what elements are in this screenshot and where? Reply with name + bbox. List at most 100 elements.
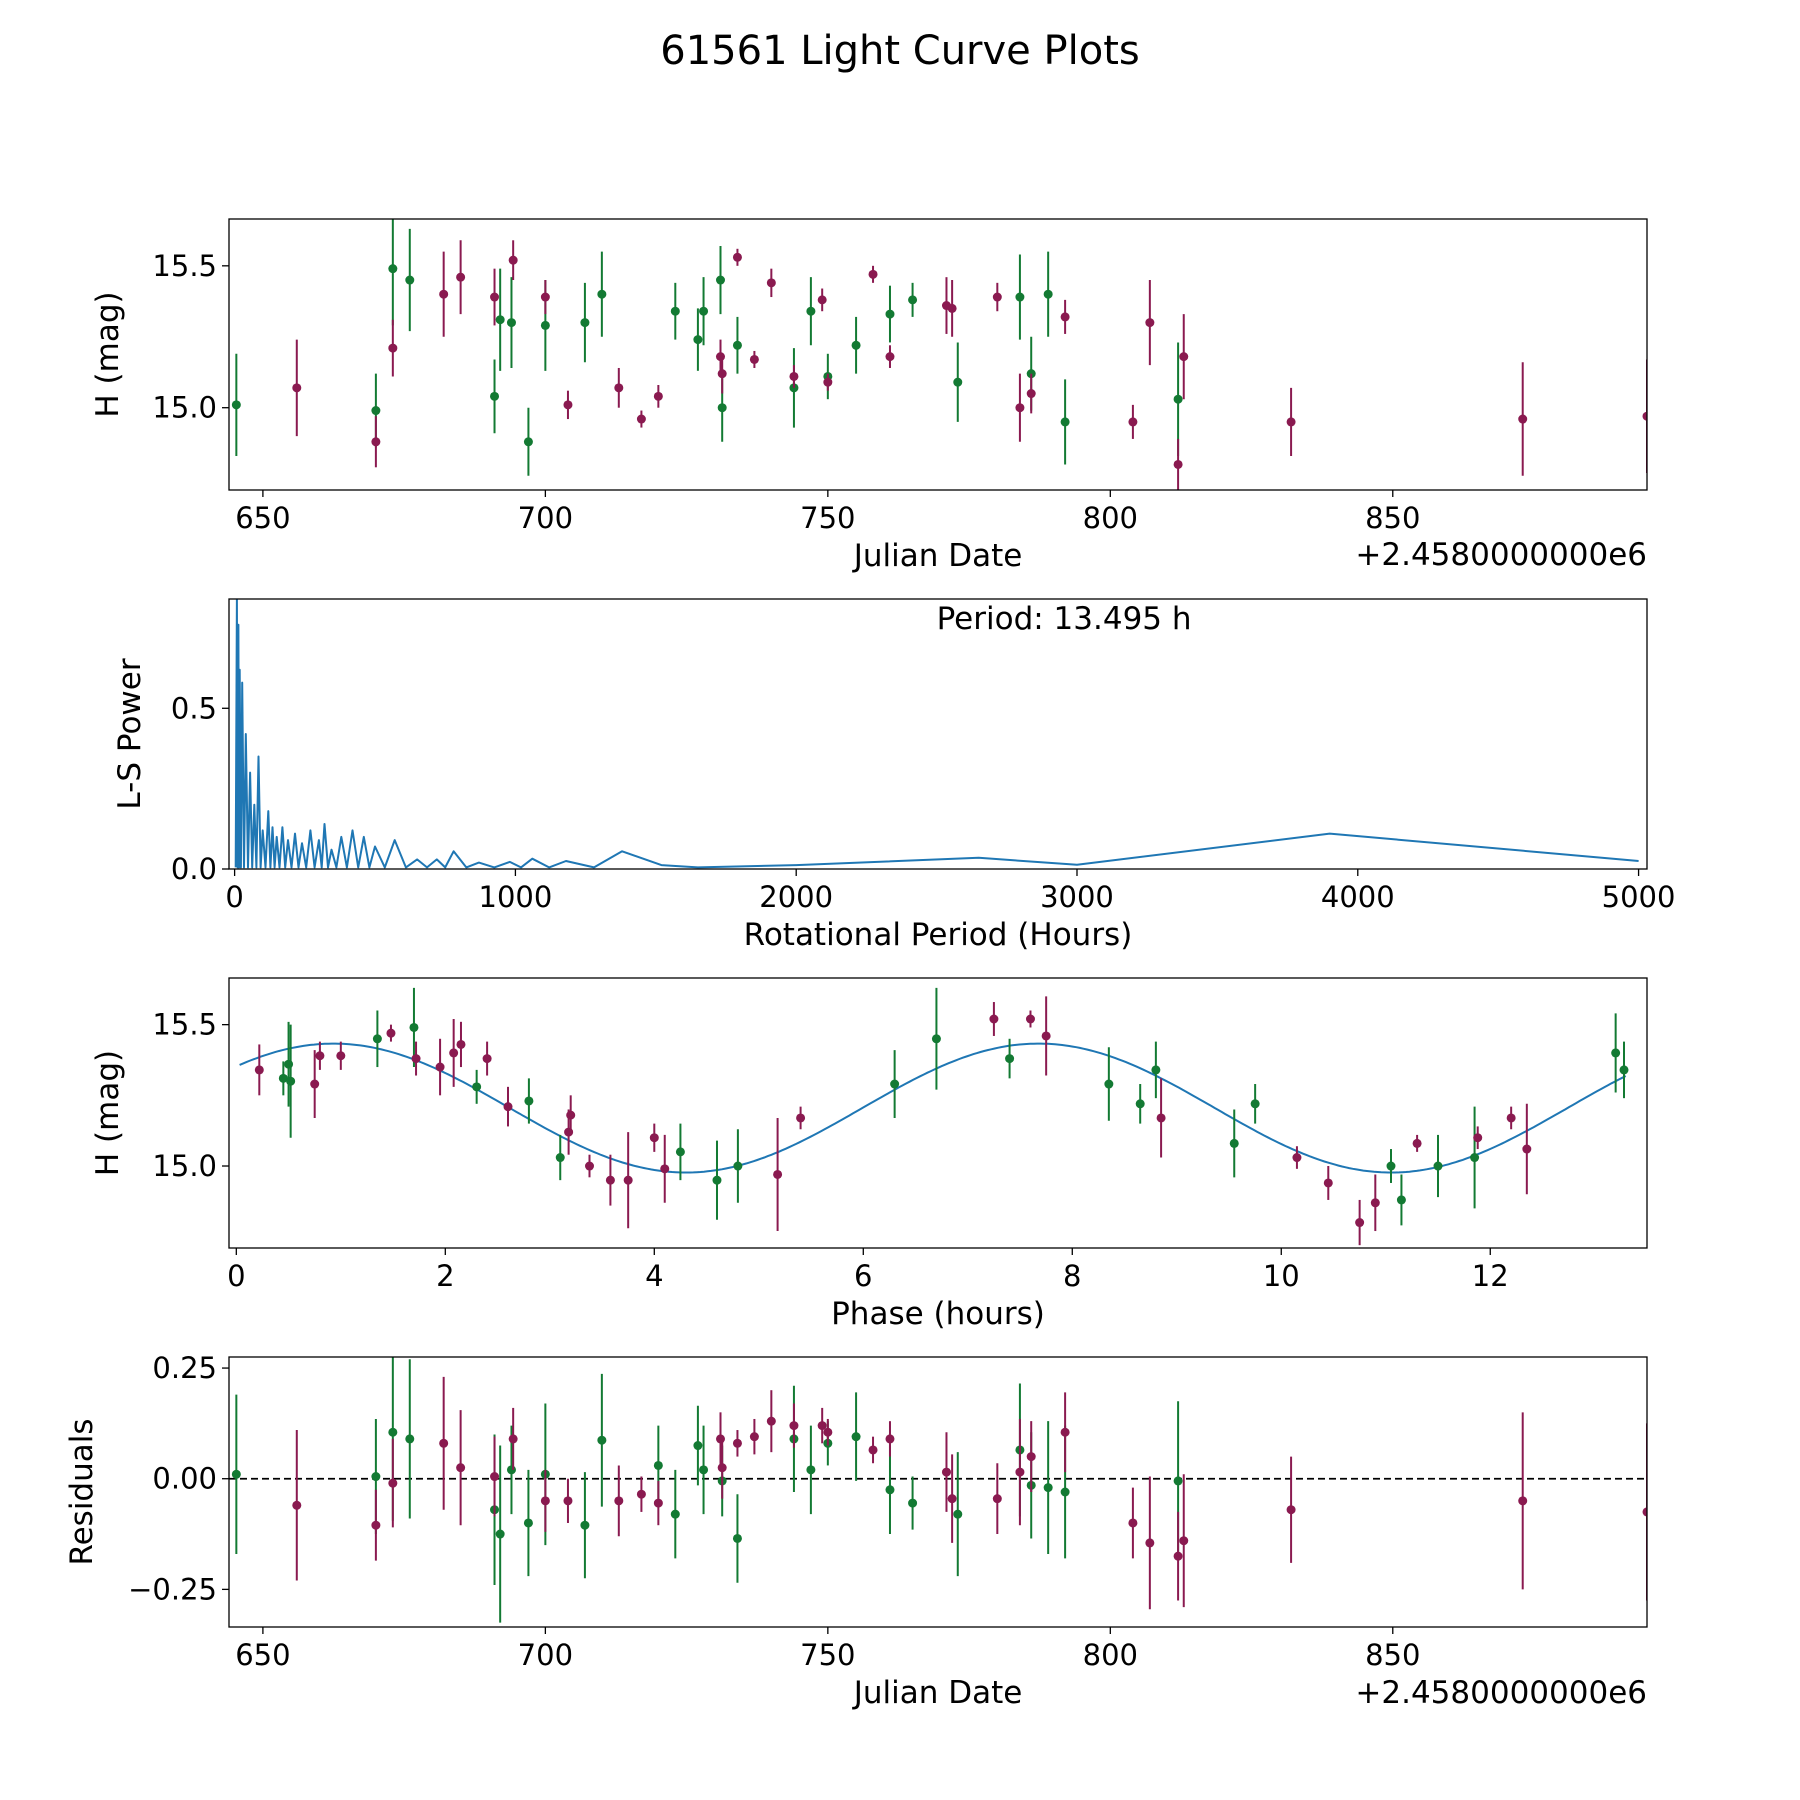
data-point <box>670 1509 680 1519</box>
data-point <box>1104 1079 1114 1089</box>
x-axis-label: Rotational Period (Hours) <box>744 917 1133 953</box>
data-point <box>231 1469 241 1479</box>
data-point <box>953 1509 963 1519</box>
data-point <box>435 1062 445 1072</box>
data-point <box>890 1079 900 1089</box>
data-point <box>490 1472 500 1482</box>
data-point <box>523 437 533 447</box>
data-point <box>614 383 624 393</box>
data-point <box>1128 1518 1138 1528</box>
data-point <box>372 1034 382 1044</box>
data-point <box>1156 1113 1166 1123</box>
data-point <box>1370 1198 1380 1208</box>
data-point <box>1005 1054 1015 1064</box>
x-tick-label: 10 <box>1263 1259 1300 1293</box>
data-point <box>388 343 398 353</box>
data-point <box>540 1496 550 1506</box>
y-tick-label: 15.5 <box>152 1008 217 1042</box>
model-curve <box>239 1042 1627 1174</box>
data-point <box>456 272 466 282</box>
data-point <box>482 1054 492 1064</box>
data-point <box>1611 1048 1621 1058</box>
data-point <box>540 292 550 302</box>
data-point <box>885 1485 895 1495</box>
data-point <box>766 278 776 288</box>
data-point <box>555 1153 565 1163</box>
data-point <box>388 1427 398 1437</box>
data-point <box>989 1014 999 1024</box>
x-tick-label: 800 <box>1083 1638 1138 1672</box>
phased-panel: 0 2 4 6 8 10 12 15.0 15.5 Phase (hours) H (mag) <box>90 977 1648 1332</box>
data-point <box>1642 411 1647 421</box>
data-point <box>766 1416 776 1426</box>
data-point <box>1025 1014 1035 1024</box>
data-point <box>1518 1496 1528 1506</box>
data-point <box>732 1438 742 1448</box>
data-point <box>823 377 833 387</box>
data-point <box>947 303 957 313</box>
x-tick-label: 4000 <box>1321 880 1395 914</box>
data-point <box>456 1463 466 1473</box>
data-point <box>371 1520 381 1530</box>
data-point <box>614 1496 624 1506</box>
data-point <box>1041 1031 1051 1041</box>
data-point <box>1060 1487 1070 1497</box>
data-point <box>371 437 381 447</box>
data-point <box>506 318 516 328</box>
data-point <box>286 1076 296 1086</box>
data-point <box>1286 1505 1296 1515</box>
y-tick-label: 0.25 <box>152 1351 217 1385</box>
data-point <box>717 1463 727 1473</box>
data-point <box>524 1096 534 1106</box>
data-point <box>868 1445 878 1455</box>
data-point <box>1355 1218 1365 1228</box>
data-point <box>292 1500 302 1510</box>
data-point <box>715 352 725 362</box>
data-point <box>1060 312 1070 322</box>
data-point <box>1151 1065 1161 1075</box>
x-tick-label: 850 <box>1365 1638 1420 1672</box>
data-point <box>789 371 799 381</box>
periodogram-axes-frame <box>228 598 1648 870</box>
x-tick-label: 6 <box>854 1259 872 1293</box>
data-point <box>495 1529 505 1539</box>
data-point <box>1135 1099 1145 1109</box>
data-point <box>449 1048 459 1058</box>
data-point <box>796 1113 806 1123</box>
data-point <box>732 1533 742 1543</box>
data-point <box>653 1498 663 1508</box>
data-point <box>749 1432 759 1442</box>
data-point <box>715 275 725 285</box>
x-tick-label: 1000 <box>479 880 553 914</box>
data-point <box>660 1164 670 1174</box>
data-point <box>941 1467 951 1477</box>
y-tick-label: 0.0 <box>171 852 217 886</box>
data-point <box>1642 1507 1647 1517</box>
residuals-plot-area <box>229 1357 1647 1623</box>
y-tick-label: 15.5 <box>152 249 217 283</box>
data-point <box>1286 417 1296 427</box>
data-point <box>806 1465 816 1475</box>
data-point <box>1433 1161 1443 1171</box>
data-point <box>699 306 709 316</box>
y-axis-label: Residuals <box>64 1418 100 1565</box>
data-point <box>388 1478 398 1488</box>
data-point <box>1179 352 1189 362</box>
data-point <box>1323 1178 1333 1188</box>
data-point <box>636 414 646 424</box>
data-point <box>1179 1536 1189 1546</box>
x-tick-label: 2 <box>436 1259 454 1293</box>
data-point <box>315 1051 325 1061</box>
x-tick-label: 700 <box>518 501 573 535</box>
figure-title: 61561 Light Curve Plots <box>660 28 1140 74</box>
lightcurve-plot-area <box>231 219 1647 490</box>
data-point <box>506 1465 516 1475</box>
data-point <box>699 1465 709 1475</box>
data-point <box>868 269 878 279</box>
data-point <box>439 1438 449 1448</box>
data-point <box>490 391 500 401</box>
data-point <box>715 1434 725 1444</box>
x-tick-label: 750 <box>800 501 855 535</box>
data-point <box>1522 1144 1532 1154</box>
data-point <box>636 1489 646 1499</box>
